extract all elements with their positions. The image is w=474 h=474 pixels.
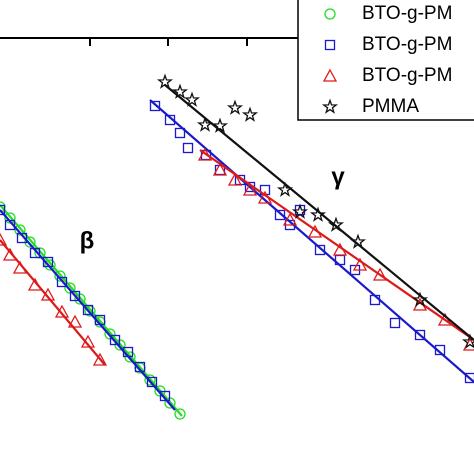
marker (197, 147, 213, 161)
marker (257, 190, 273, 204)
marker (54, 270, 66, 282)
marker (164, 114, 176, 126)
marker (54, 304, 70, 318)
marker (4, 219, 16, 231)
marker (389, 317, 401, 329)
marker (12, 260, 28, 274)
marker (149, 100, 161, 112)
marker (146, 376, 158, 388)
marker (242, 182, 258, 196)
marker (67, 314, 83, 328)
marker (94, 314, 106, 326)
marker (27, 277, 43, 291)
annotation: β (80, 227, 95, 254)
marker (332, 242, 348, 256)
marker (291, 203, 309, 219)
marker (307, 224, 323, 238)
marker (42, 256, 54, 268)
marker (183, 91, 201, 107)
marker (276, 181, 294, 197)
fit-line (199, 149, 474, 341)
marker (227, 172, 243, 186)
marker (321, 98, 339, 114)
marker (314, 244, 326, 256)
marker (282, 212, 298, 226)
marker (109, 334, 121, 346)
marker (174, 127, 186, 139)
marker (226, 99, 244, 115)
marker (212, 162, 228, 176)
annotation: γ (331, 163, 345, 190)
marker (134, 361, 146, 373)
fit-line (149, 99, 474, 383)
marker (144, 374, 156, 386)
marker (171, 83, 189, 99)
marker (92, 352, 108, 366)
marker (434, 344, 446, 356)
marker (156, 73, 174, 89)
marker (80, 334, 96, 348)
marker (69, 290, 81, 302)
legend-label: BTO-g-PM (362, 65, 452, 86)
marker (414, 329, 426, 341)
marker (211, 117, 229, 133)
legend-box (297, 0, 474, 121)
marker (122, 346, 134, 358)
marker (309, 206, 327, 222)
marker (44, 259, 56, 271)
marker (324, 8, 336, 20)
fit-line (0, 239, 106, 366)
marker (327, 216, 345, 232)
marker (0, 204, 6, 216)
legend: BTO-g-PM BTO-g-PM BTO-g-PM PMMA (321, 3, 452, 117)
marker (29, 247, 41, 259)
marker (352, 257, 368, 271)
marker (324, 39, 336, 51)
marker (182, 142, 194, 154)
marker (174, 408, 186, 420)
marker (16, 232, 28, 244)
legend-label: BTO-g-PM (362, 3, 452, 24)
legend-label: PMMA (362, 96, 419, 117)
legend-label: BTO-g-PM (362, 34, 452, 55)
marker (461, 333, 474, 349)
fit-line (0, 209, 176, 411)
marker (349, 233, 367, 249)
marker (274, 209, 286, 221)
fit-line (0, 204, 183, 417)
marker (40, 287, 56, 301)
marker (464, 372, 474, 384)
marker (241, 106, 259, 122)
marker (411, 291, 429, 307)
marker (159, 390, 171, 402)
marker (82, 304, 94, 316)
plot-area (0, 73, 474, 420)
marker (322, 68, 338, 82)
marker (2, 247, 18, 261)
marker (372, 267, 388, 281)
marker (196, 116, 214, 132)
marker (0, 232, 8, 246)
marker (56, 276, 68, 288)
marker (369, 294, 381, 306)
